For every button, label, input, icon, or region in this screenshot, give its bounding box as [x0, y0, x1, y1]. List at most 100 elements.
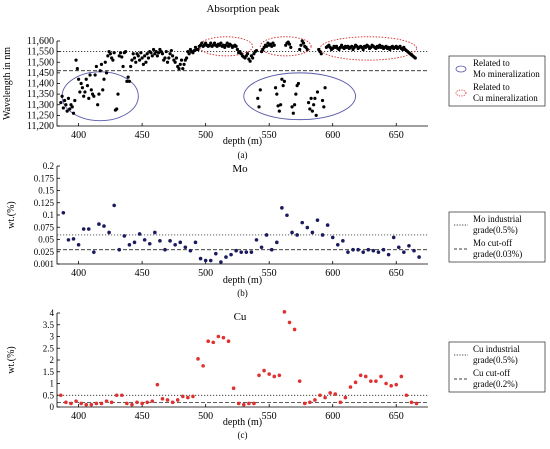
- data-point: [89, 88, 93, 92]
- data-point: [281, 84, 285, 88]
- region-ellipse: [198, 36, 254, 57]
- data-point: [111, 58, 115, 62]
- y-tick-label: 11,200: [27, 121, 54, 132]
- data-point: [71, 111, 76, 115]
- data-point: [379, 374, 383, 379]
- data-point: [272, 43, 276, 47]
- data-point: [308, 107, 312, 111]
- data-point: [80, 86, 85, 90]
- data-point: [256, 96, 260, 100]
- data-point: [323, 395, 327, 400]
- y-tick-label: 1: [50, 379, 55, 389]
- legend-label: Related to: [473, 82, 510, 92]
- data-point: [234, 248, 238, 253]
- legend-label: Cu industrial: [473, 344, 520, 354]
- region-ellipse: [243, 72, 357, 121]
- data-point: [262, 368, 266, 373]
- data-point: [201, 364, 205, 368]
- data-point: [282, 310, 287, 314]
- data-point: [315, 90, 320, 94]
- y-axis-label: wt.(%): [6, 201, 17, 229]
- data-point: [296, 81, 301, 86]
- data-point: [129, 64, 133, 69]
- data-point: [88, 73, 92, 77]
- data-point: [74, 58, 78, 62]
- data-point: [184, 56, 189, 60]
- data-point: [117, 54, 121, 58]
- data-point: [275, 92, 279, 96]
- data-point: [211, 340, 216, 345]
- y-tick-label: 4: [50, 308, 55, 318]
- data-point: [196, 47, 200, 52]
- data-point: [127, 242, 132, 247]
- chart-title: Mo: [232, 163, 248, 175]
- data-point: [59, 101, 63, 105]
- legend-label: Cu mineralization: [473, 93, 538, 103]
- data-point: [248, 59, 252, 63]
- data-point: [320, 98, 325, 103]
- data-point: [297, 379, 302, 383]
- data-point: [59, 393, 63, 398]
- data-point: [82, 94, 86, 98]
- data-point: [115, 107, 119, 111]
- panel-label: (b): [237, 288, 248, 298]
- data-point: [92, 250, 96, 254]
- data-point: [102, 224, 106, 228]
- data-point: [98, 69, 102, 73]
- chart-panel-3: Cu 0 0.51 1.5 2 2.53 3.5 4 400 450 500 550 600 650 dep…: [6, 308, 546, 440]
- data-point: [131, 52, 135, 56]
- data-point: [109, 400, 114, 405]
- chart-title: Absorption peak: [206, 3, 280, 15]
- data-point: [79, 81, 83, 86]
- data-point: [312, 103, 316, 107]
- data-point: [287, 42, 292, 46]
- data-point: [181, 67, 185, 71]
- y-tick-label: 0.125: [34, 198, 55, 208]
- data-point: [333, 392, 338, 396]
- x-tick-label: 450: [135, 268, 150, 279]
- data-point: [157, 51, 161, 55]
- region-ellipse: [319, 36, 418, 61]
- x-axis-label: depth (m): [223, 136, 262, 147]
- y-tick-label: 2: [50, 355, 55, 365]
- data-point: [371, 248, 376, 253]
- x-tick-label: 600: [325, 268, 340, 279]
- data-point: [94, 401, 99, 406]
- data-point: [119, 393, 124, 398]
- data-point: [251, 56, 255, 60]
- data-point: [99, 401, 104, 406]
- legend-label: grade(0.5%): [473, 355, 518, 365]
- data-point: [289, 45, 293, 49]
- y-tick-label: 0.5: [43, 390, 55, 400]
- data-point: [125, 79, 129, 83]
- x-tick-label: 450: [135, 411, 150, 422]
- data-point: [346, 250, 350, 254]
- legend-label: grade(0.5%): [473, 225, 518, 235]
- data-point: [104, 71, 109, 75]
- data-point: [178, 62, 182, 66]
- data-point: [315, 218, 320, 222]
- data-point: [216, 334, 221, 339]
- y-tick-label: 0.15: [38, 186, 54, 196]
- data-point: [265, 44, 269, 48]
- data-point: [85, 84, 90, 88]
- data-point: [155, 382, 160, 387]
- data-point: [103, 60, 107, 64]
- legend-box: [448, 211, 546, 263]
- data-point: [231, 386, 236, 391]
- data-point: [245, 52, 250, 56]
- x-tick-label: 500: [198, 130, 213, 141]
- data-point: [169, 48, 173, 53]
- data-point: [412, 248, 416, 253]
- data-point: [363, 374, 368, 379]
- data-point: [136, 54, 140, 58]
- data-point: [358, 373, 363, 378]
- y-tick-label: 11,350: [27, 89, 54, 100]
- data-point: [341, 239, 345, 243]
- y-tick-label: 11,400: [27, 79, 54, 90]
- chart-panel-1: Absorption peak11,20011,25011,30011,3501…: [2, 3, 546, 160]
- data-point: [308, 400, 312, 405]
- data-point: [381, 247, 386, 252]
- x-tick-label: 650: [389, 411, 404, 422]
- data-point: [183, 245, 188, 250]
